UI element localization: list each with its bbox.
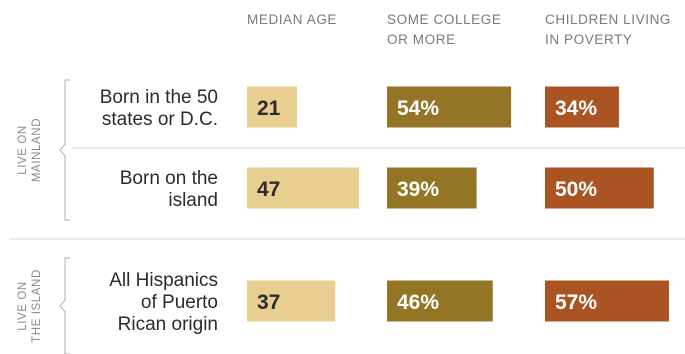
value-label-median_age: 21 [257, 97, 281, 120]
bar-child_poverty [545, 86, 619, 128]
bar-median_age [247, 280, 336, 322]
group-brace-island [59, 257, 70, 354]
column-header-some_college: SOME COLLEGE [387, 12, 501, 27]
column-header-some_college-line-2: OR MORE [387, 32, 456, 47]
group-label-mainland-line-1: LIVE ON [17, 125, 29, 175]
bar-some_college [387, 167, 477, 209]
value-label-median_age: 47 [257, 178, 280, 201]
value-label-some_college: 46% [397, 291, 439, 314]
row-label-line-1: All Hispanics [109, 270, 218, 291]
bar-some_college [387, 86, 512, 128]
bar-median_age [247, 167, 359, 209]
column-header-median_age: MEDIAN AGE [247, 12, 337, 27]
row-label-line-2: of Puerto [141, 292, 218, 313]
bar-median_age [247, 86, 298, 128]
value-label-some_college: 39% [397, 178, 439, 201]
bar-child_poverty [545, 167, 654, 209]
value-label-median_age: 37 [257, 291, 280, 314]
row-label-line-1: Born in the 50 [100, 87, 218, 108]
column-header-child_poverty: CHILDREN LIVING [545, 12, 671, 27]
group-brace-mainland [59, 79, 70, 221]
column-header-child_poverty-line-2: IN POVERTY [545, 32, 633, 47]
row-dividers [10, 147, 685, 240]
value-label-child_poverty: 34% [555, 97, 597, 120]
row-label-line-1: Born on the [120, 168, 218, 189]
group-label-mainland-line-2: MAINLAND [31, 118, 43, 182]
column-headers: MEDIAN AGE SOME COLLEGE OR MORE CHILDREN LI… [247, 12, 671, 47]
row-label-line-2: island [168, 190, 218, 211]
bar-child_poverty [545, 280, 669, 322]
row-label-line-2: states or D.C. [102, 109, 218, 130]
group-label-island-line-1: LIVE ON [17, 281, 29, 331]
group-label-island-line-2: THE ISLAND [31, 269, 43, 343]
value-label-some_college: 54% [397, 97, 439, 120]
value-label-child_poverty: 57% [555, 291, 597, 314]
value-label-child_poverty: 50% [555, 178, 597, 201]
bar-some_college [387, 280, 493, 322]
row-label-line-3: Rican origin [118, 314, 218, 335]
